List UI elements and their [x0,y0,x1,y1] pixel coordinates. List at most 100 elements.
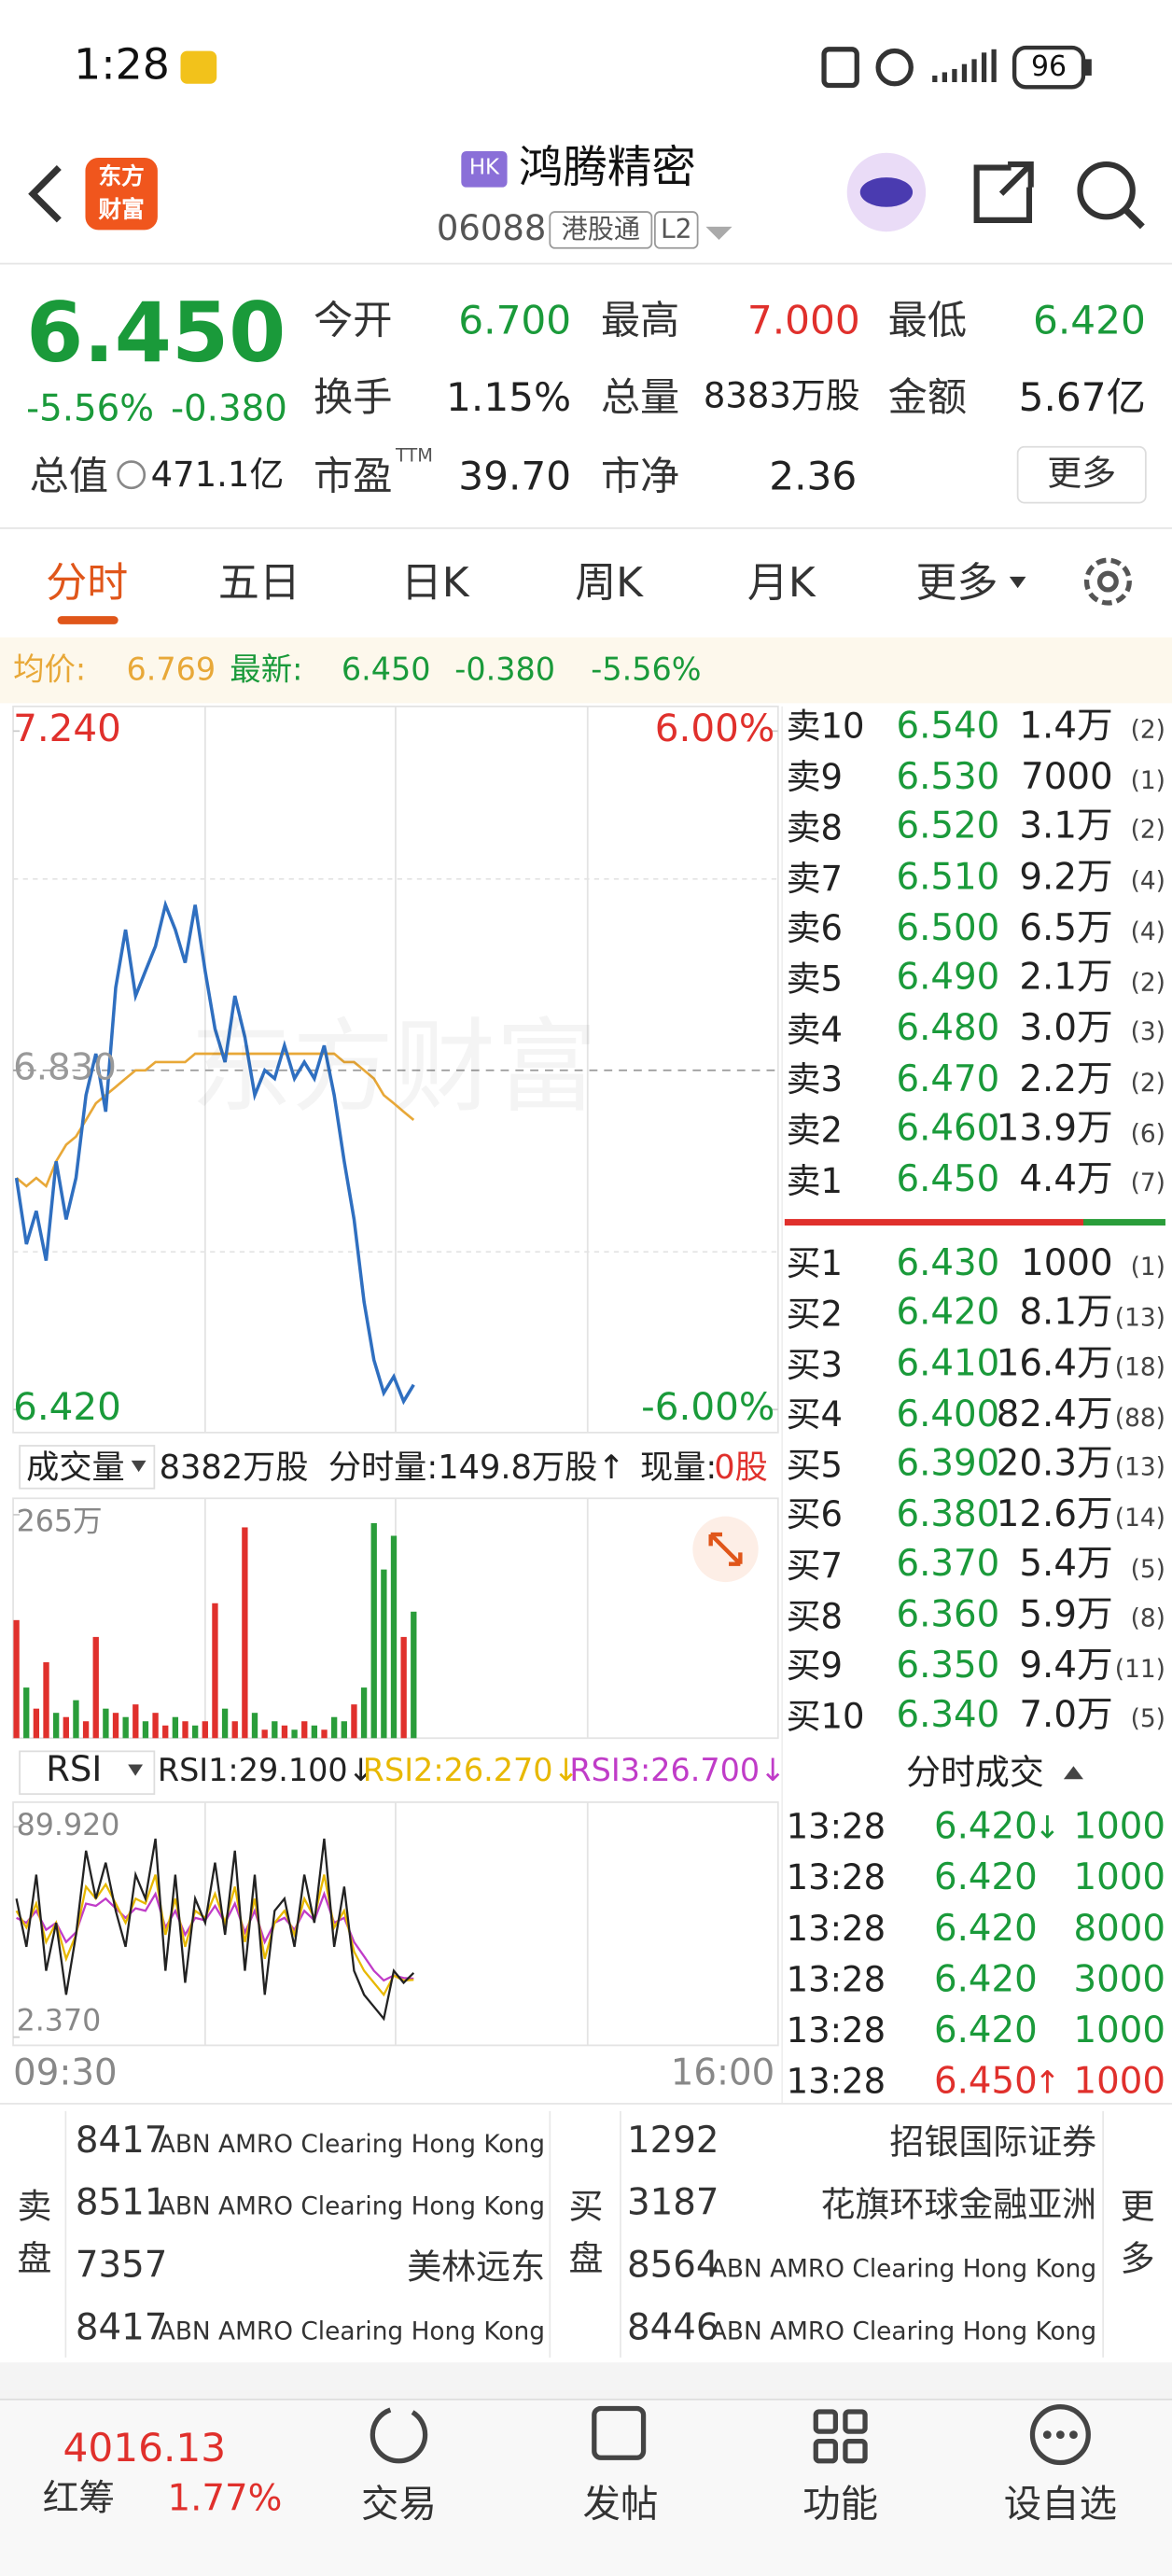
nav-item[interactable]: 设自选 [1003,2484,1118,2527]
indicator-legend: RSI1:29.100↓ [157,1752,374,1789]
last-label: 最新: [230,651,303,688]
book-count: (18) [1114,1351,1165,1382]
volume-bar [311,1725,318,1739]
tab[interactable]: 分时 [46,558,129,607]
more-button[interactable]: 更多 [1047,454,1117,494]
search-button[interactable] [1077,161,1136,220]
book-count: (2) [1130,815,1165,846]
book-level: 买2 [786,1295,844,1335]
book-price: 6.360 [896,1595,1000,1637]
volume-bar [142,1721,149,1739]
tab[interactable]: 日K [400,558,469,607]
logo-text: 财富 [98,196,145,223]
stat-value: 471.1亿 [150,455,285,496]
book-volume: 9.2万 [1019,857,1113,899]
rsi-line [15,1838,415,2022]
share-button[interactable] [973,161,1034,223]
last-value: 6.450 [341,651,431,688]
index-value[interactable]: 4016.13 [63,2424,227,2471]
book-price: 6.470 [896,1058,1000,1100]
book-level: 卖9 [786,757,844,797]
nav-item[interactable]: 功能 [802,2484,879,2527]
broker-side-label[interactable]: 更 [1120,2187,1155,2227]
book-volume: 8.1万 [1019,1293,1113,1335]
book-level: 买4 [786,1394,844,1435]
broker-side-label: 卖 [17,2187,52,2227]
book-price: 6.500 [896,907,1000,949]
stat-label: 总量 [600,373,680,420]
book-volume: 1000 [1021,1243,1113,1285]
volume-bar [43,1661,49,1739]
book-volume: 3.0万 [1019,1008,1113,1050]
bid-ratio-bar [1083,1219,1165,1226]
trade-time: 13:28 [786,1910,886,1950]
volume-bar [221,1708,229,1739]
trade-price: 6.420 [933,1959,1038,2001]
superscript: TTM [395,445,433,468]
stock-tag: 港股通 [561,214,641,245]
indicator-selector[interactable] [19,1750,156,1796]
volume-bar [400,1636,407,1739]
book-count: (4) [1130,865,1165,896]
nav-item[interactable]: 发帖 [582,2484,659,2527]
book-volume: 5.9万 [1019,1595,1113,1637]
y-tick-label: 89.920 [16,1809,120,1844]
book-volume: 16.4万 [996,1343,1113,1385]
tag-frame [549,211,653,249]
stat-label: 换手 [313,373,393,420]
dropdown-arrow [1009,576,1026,589]
trade-volume: 1000 [1073,2010,1165,2052]
book-price: 6.390 [896,1444,1000,1486]
book-count: (5) [1130,1704,1165,1734]
period-volume: 分时量:149.8万股↑ [328,1447,625,1487]
broker-code: 7357 [75,2245,168,2287]
divider [0,262,1172,265]
book-volume: 12.6万 [996,1494,1113,1536]
more-button-frame[interactable] [1016,445,1147,504]
book-count: (3) [1130,1016,1165,1047]
trades-title[interactable]: 分时成交 [906,1753,1044,1794]
broker-side-label[interactable]: 多 [1120,2239,1155,2280]
info-icon[interactable] [117,460,146,490]
dropdown-arrow[interactable] [705,226,732,240]
back-button[interactable] [28,165,62,223]
nfc-icon [821,47,859,89]
broker-side-label: 盘 [568,2239,604,2280]
tab[interactable]: 周K [575,558,644,607]
trade-direction: ↓ [1034,1810,1061,1846]
change-amount: -0.380 [171,388,287,430]
volume-bar [272,1721,278,1739]
tag-frame [654,211,699,249]
volume-bar [330,1716,338,1739]
trade-volume: 1000 [1073,1857,1165,1899]
indicator-legend: RSI2:26.270↓ [362,1752,579,1789]
trade-time: 13:28 [786,1858,886,1898]
tab[interactable]: 月K [746,558,816,607]
stat-value: 8383万股 [703,376,860,417]
book-volume: 1.4万 [1019,706,1113,748]
volume-bar [23,1687,30,1739]
book-count: (2) [1130,714,1165,745]
settings-button[interactable] [1083,557,1132,606]
tab[interactable]: 更多 [915,558,998,607]
volume-selector-label[interactable]: 成交量 [26,1447,125,1487]
indicator-selector-label[interactable]: RSI [46,1750,103,1790]
book-price: 6.520 [896,806,1000,848]
stat-value: 2.36 [769,453,858,499]
tab-underline [57,616,119,624]
broker-grid [64,2110,1104,2358]
volume-selector[interactable] [19,1445,156,1490]
volume-bar [281,1725,288,1739]
book-level: 买3 [786,1344,844,1385]
book-volume: 4.4万 [1019,1159,1113,1201]
book-count: (6) [1130,1117,1165,1148]
volume-bar [122,1716,129,1739]
tab[interactable]: 五日 [217,558,300,607]
volume-bar [133,1704,139,1739]
nav-item[interactable]: 交易 [361,2484,437,2527]
notification-icon [180,50,217,84]
book-volume: 5.4万 [1019,1545,1113,1587]
rsi-line [15,1874,414,1997]
